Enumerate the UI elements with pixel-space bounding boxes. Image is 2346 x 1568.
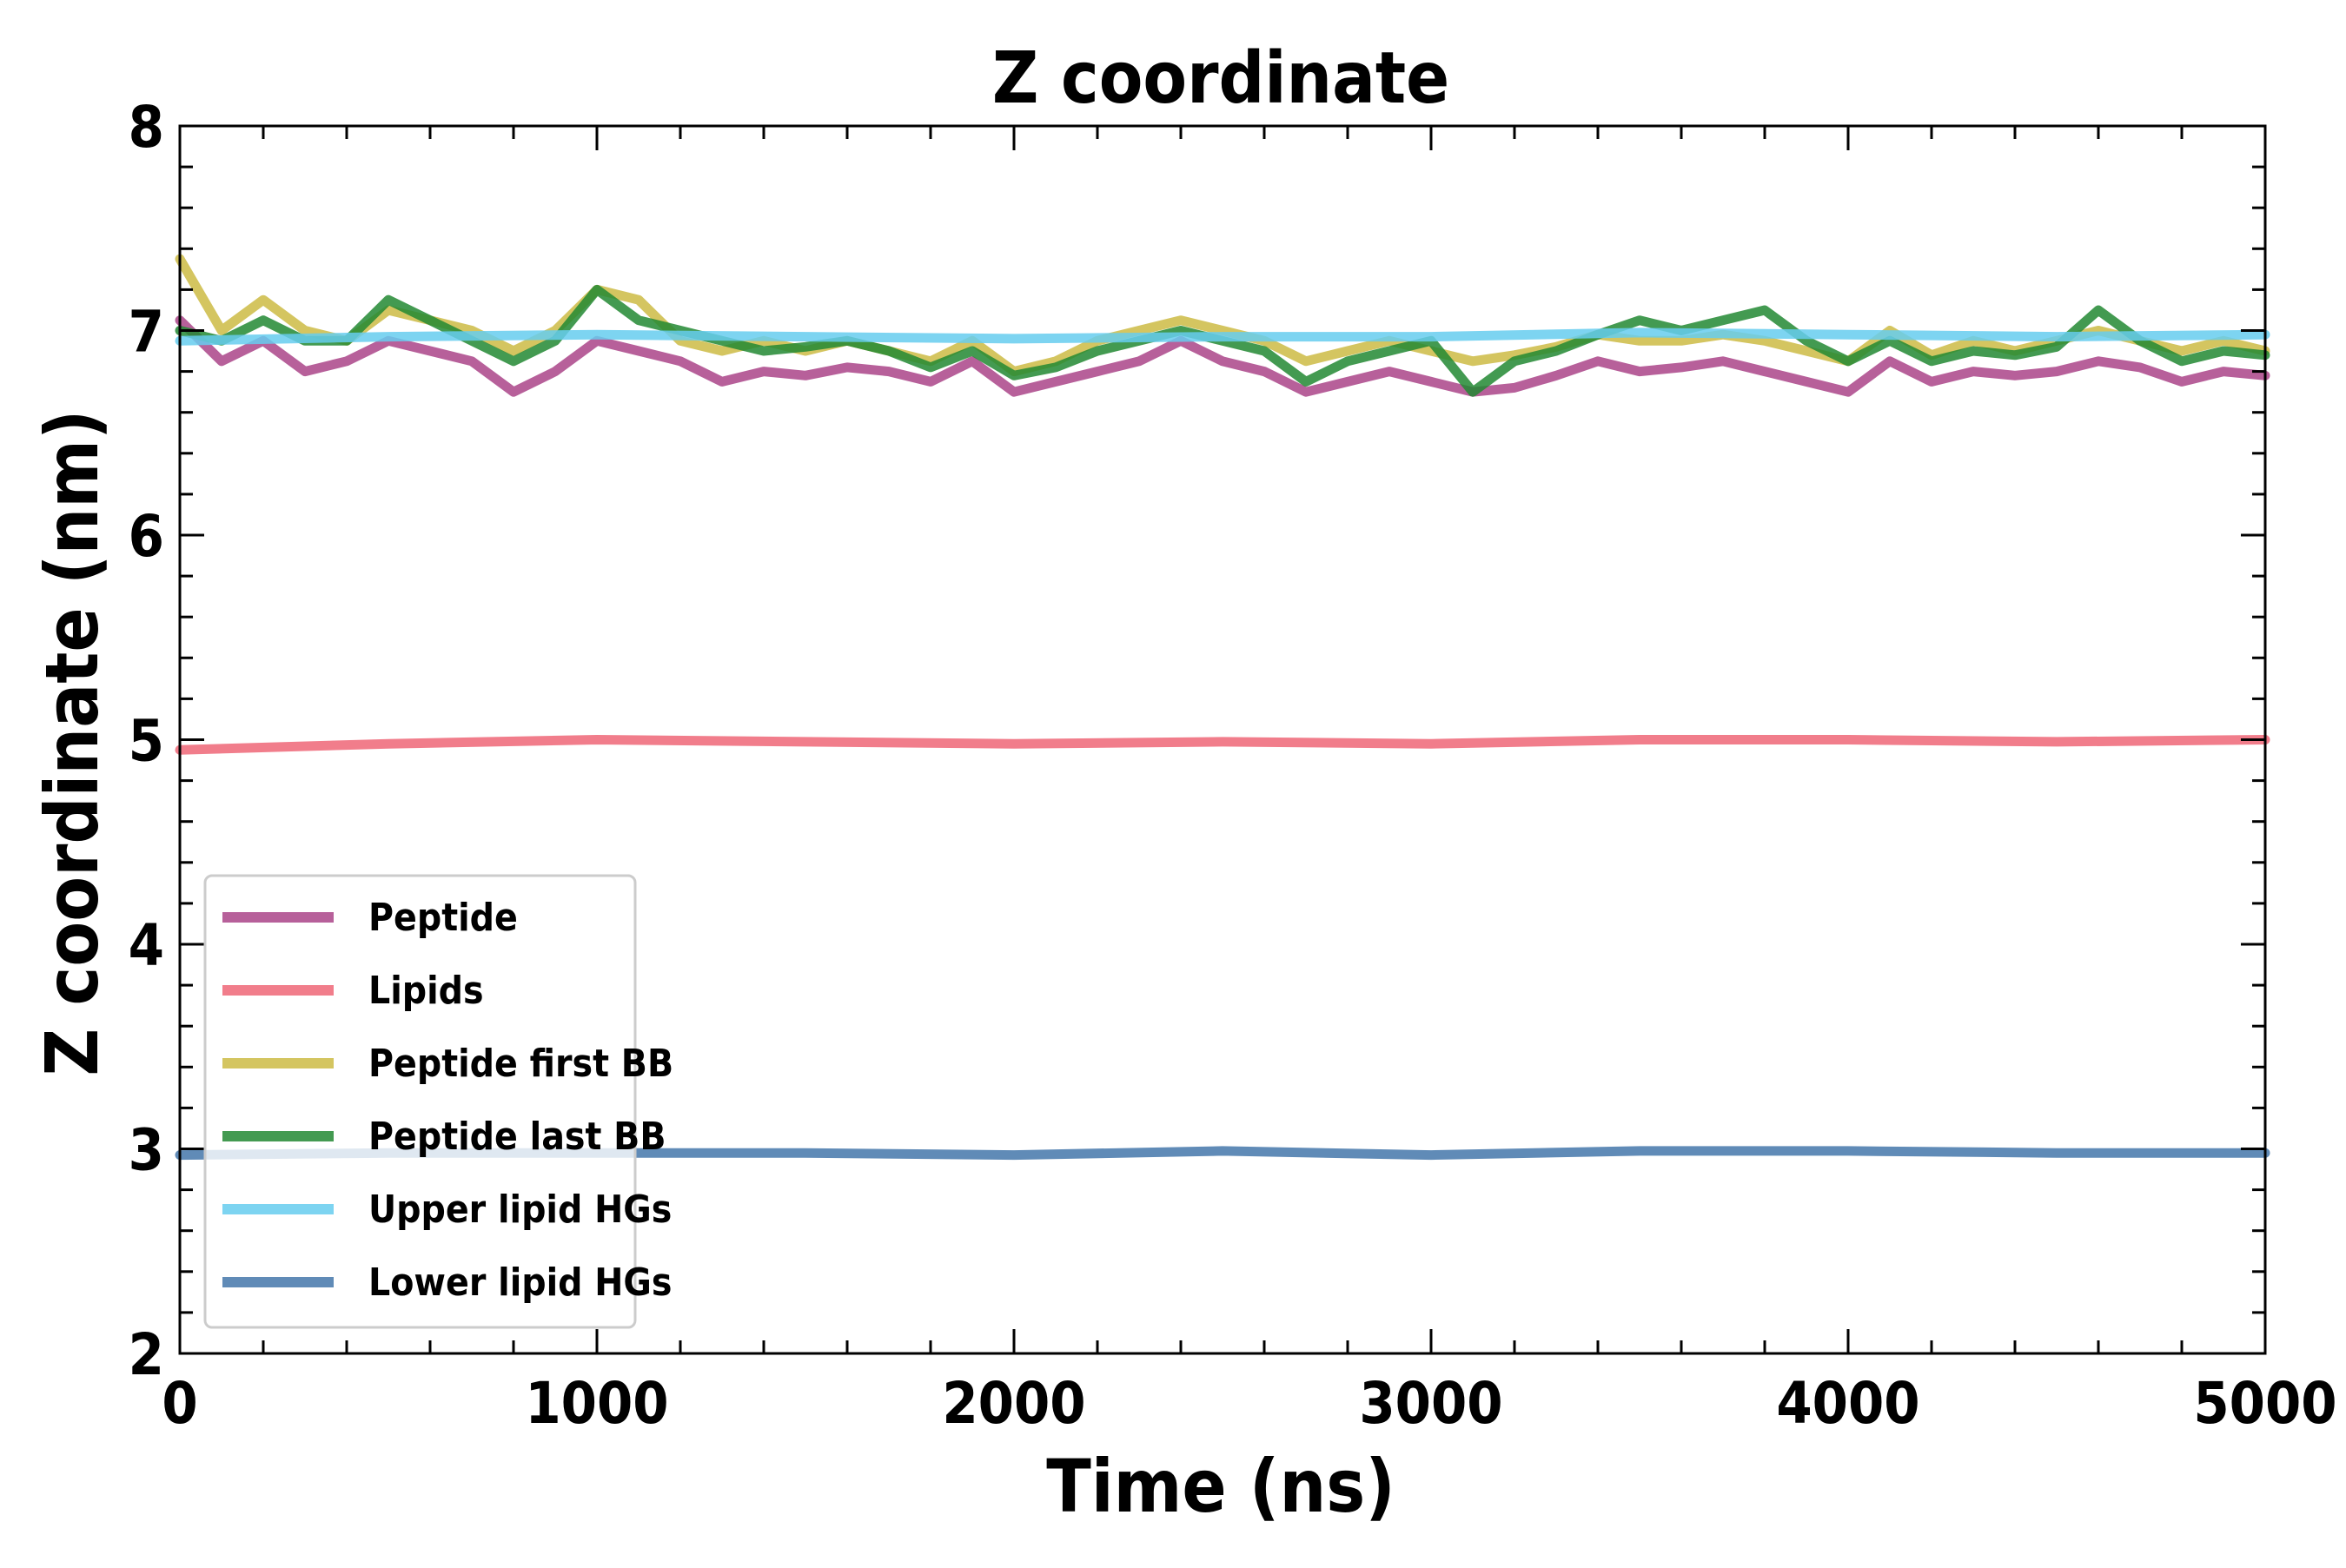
chart-title: Z coordinate: [992, 37, 1449, 120]
series-line-peptide-first-bb: [175, 254, 2270, 377]
x-tick-label: 2000: [942, 1370, 1085, 1437]
x-axis-label: Time (ns): [1046, 1444, 1395, 1529]
y-tick-label: 7: [129, 299, 164, 366]
legend-box: [203, 874, 637, 1329]
y-tick-label: 4: [129, 912, 164, 979]
plot-area: 0 1000 2000 3000 4000 5000 2 3 4 5 6 7 8 Peptide Lipid…: [129, 94, 2337, 1437]
legend-label: Peptide last BB: [368, 1115, 666, 1159]
legend-label: Lower lipid HGs: [368, 1260, 672, 1305]
x-tick-label: 3000: [1359, 1370, 1502, 1437]
series-line-peptide: [175, 315, 2270, 397]
y-tick-label: 3: [129, 1117, 164, 1184]
x-tick-label: 4000: [1776, 1370, 1919, 1437]
legend-label: Peptide first BB: [368, 1042, 673, 1086]
x-tick-label: 0: [162, 1370, 197, 1437]
y-tick-label: 2: [129, 1321, 164, 1388]
legend-label: Peptide: [368, 896, 518, 940]
legend-label: Lipids: [368, 969, 484, 1013]
x-tick-label: 1000: [525, 1370, 668, 1437]
y-axis-label: Z coordinate (nm): [30, 409, 115, 1075]
y-tick-label: 8: [129, 94, 164, 161]
legend-label: Upper lipid HGs: [368, 1188, 672, 1232]
y-tick-label: 5: [129, 708, 164, 775]
x-tick-label: 5000: [2193, 1370, 2336, 1437]
series-line-lipids: [175, 735, 2270, 755]
series-line-upper-lipid-hgs: [175, 327, 2270, 346]
y-tick-label: 6: [129, 503, 164, 570]
